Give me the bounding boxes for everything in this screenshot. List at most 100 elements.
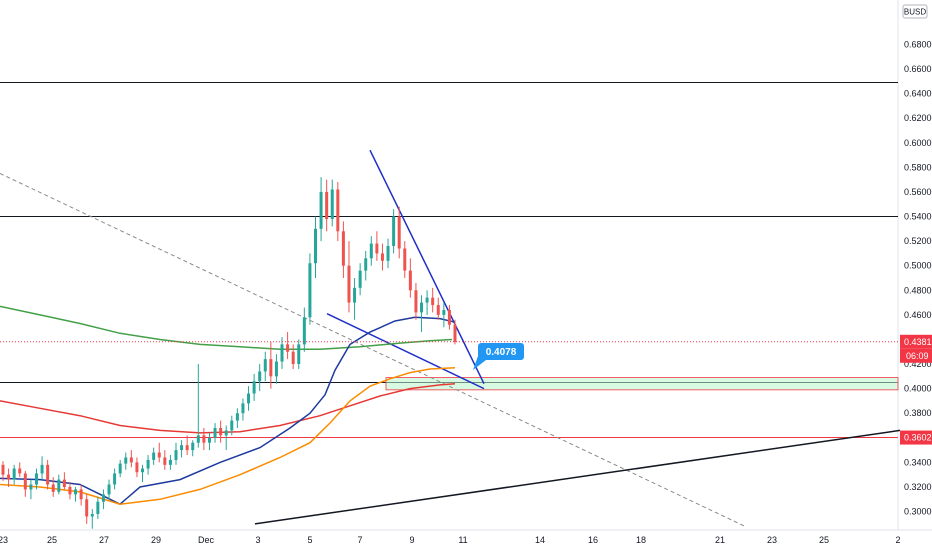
candle: [403, 241, 407, 278]
moving-averages: [0, 305, 456, 506]
candle: [34, 468, 38, 490]
demand-zone-box: [385, 377, 899, 391]
candle: [358, 263, 362, 296]
currency-badge-box: [902, 4, 928, 19]
candle-body: [258, 371, 262, 382]
annotation-box: [478, 343, 524, 360]
trendline-0: [369, 149, 485, 385]
candle: [62, 472, 66, 490]
x-tick-label: Dec: [198, 535, 215, 545]
candle: [431, 287, 435, 313]
candle: [85, 494, 89, 524]
currency-badge[interactable]: BUSD: [902, 4, 928, 19]
candle-body: [442, 309, 446, 315]
candle-body: [113, 473, 117, 485]
y-tick-label: 0.3800: [904, 408, 932, 418]
y-tick-label: 0.5200: [904, 236, 932, 246]
time-axis[interactable]: 23 25 27 29 Dec 3 5 7 9 11 14 16 18 21 23 25 2: [0, 535, 901, 545]
candle-body: [414, 290, 418, 313]
current-price-badge: [900, 334, 932, 349]
candle: [341, 221, 345, 278]
candlesticks: [1, 177, 457, 529]
candle-body: [46, 464, 50, 485]
price-annotation[interactable]: 0.4078: [473, 343, 524, 370]
candle: [90, 509, 94, 529]
x-tick-label: 25: [819, 535, 829, 545]
candle-body: [51, 484, 55, 492]
candle: [453, 319, 457, 345]
y-tick-label: 0.3400: [904, 457, 932, 467]
y-tick-label: 0.4200: [904, 359, 932, 369]
candle-body: [129, 457, 133, 463]
candle: [330, 179, 334, 227]
candle-body: [230, 420, 234, 431]
candle: [29, 479, 33, 500]
candle: [258, 364, 262, 392]
candle: [286, 332, 290, 360]
candle-body: [436, 305, 440, 315]
y-tick-label: 0.5600: [904, 187, 932, 197]
candle: [230, 415, 234, 436]
candle-body: [207, 437, 211, 443]
candle: [369, 236, 373, 266]
candle-body: [269, 359, 273, 377]
candle-body: [96, 501, 100, 515]
candle: [380, 243, 384, 271]
candle: [101, 489, 105, 510]
candle-body: [380, 253, 384, 261]
candle: [74, 486, 78, 502]
trendline-1: [326, 312, 485, 390]
candle-body: [90, 514, 94, 517]
candle: [79, 484, 83, 506]
current-price-label: 0.4381: [904, 337, 932, 347]
candle: [241, 398, 245, 421]
y-tick-label: 0.5800: [904, 162, 932, 172]
candle: [207, 432, 211, 451]
y-tick-label: 0.4600: [904, 310, 932, 320]
price-badges: 0.4381 06:09 0.3602: [900, 334, 932, 445]
price-axis[interactable]: 0.6800 0.6600 0.6400 0.6200 0.6000 0.5800 0.56…: [904, 39, 932, 516]
candle-body: [118, 463, 122, 474]
candle: [219, 420, 223, 443]
candle: [46, 459, 50, 490]
candle-body: [313, 228, 317, 264]
candle-body: [12, 468, 16, 480]
trendline-2: [0, 173, 746, 527]
candle-body: [425, 297, 429, 303]
candle: [141, 464, 145, 483]
candle: [297, 339, 301, 369]
candle-body: [386, 246, 390, 261]
candle-body: [135, 462, 139, 473]
x-tick-label: 2: [895, 535, 900, 545]
annotation-pointer: [473, 356, 486, 370]
y-tick-label: 0.3000: [904, 507, 932, 517]
candle-body: [347, 265, 351, 303]
candle: [442, 302, 446, 328]
candle-body: [302, 317, 306, 345]
trendlines: [0, 149, 901, 527]
candle-body: [124, 457, 128, 464]
candle-body: [168, 459, 172, 465]
y-tick-label: 0.4800: [904, 285, 932, 295]
candle: [280, 336, 284, 369]
candle-body: [174, 450, 178, 460]
x-tick-label: 23: [767, 535, 777, 545]
candle-body: [157, 452, 161, 458]
candle: [40, 456, 44, 480]
candle-body: [353, 287, 357, 303]
candle-body: [141, 468, 145, 473]
candle: [180, 440, 184, 458]
candle-body: [291, 351, 295, 365]
candle: [247, 386, 251, 411]
annotation-label: 0.4078: [486, 347, 517, 358]
moving-average-1: [0, 382, 456, 434]
y-tick-label: 0.6400: [904, 89, 932, 99]
candle-body: [163, 457, 167, 465]
candle-body: [23, 473, 27, 490]
candle-body: [202, 435, 206, 443]
candle: [447, 305, 451, 330]
x-tick-label: 27: [99, 535, 109, 545]
candle-body: [85, 499, 89, 517]
